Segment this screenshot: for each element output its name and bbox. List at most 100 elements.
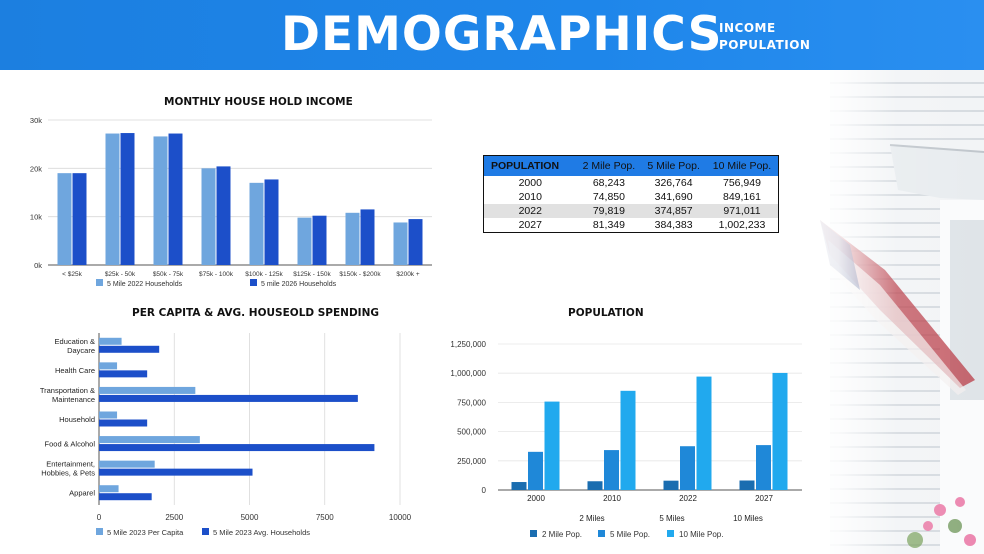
x-tick-label: 5000 <box>241 513 259 522</box>
income-chart-title: MONTHLY HOUSE HOLD INCOME <box>164 96 353 108</box>
x-tick-label: $25k - 50k <box>105 271 136 278</box>
income-bar <box>201 168 216 265</box>
population-bar <box>696 376 712 490</box>
spending-bar <box>99 444 375 452</box>
x-sublabel: 10 Miles <box>733 514 763 523</box>
table-header: 5 Mile Pop. <box>641 155 706 176</box>
table-header: 2 Mile Pop. <box>576 155 642 176</box>
table-cell: 2027 <box>518 219 542 231</box>
legend-label: 2 Mile Pop. <box>542 530 582 539</box>
y-category-label: Apparel <box>69 489 95 498</box>
y-tick-label: 20k <box>30 164 42 173</box>
subtitle-population: POPULATION <box>719 38 811 52</box>
x-tick-label: $150k - $200k <box>339 271 381 278</box>
income-bar <box>57 173 72 265</box>
population-chart-title: POPULATION <box>568 307 644 319</box>
population-chart: 0 250,000 500,000 750,000 1,000,000 1,250,000… <box>450 340 802 539</box>
table-cell: 971,011 <box>705 204 779 218</box>
x-tick-label: 2500 <box>165 513 183 522</box>
x-tick-label: 2022 <box>679 494 697 503</box>
spending-bar <box>99 485 119 493</box>
y-category-label: Household <box>59 415 95 424</box>
spending-chart-title: PER CAPITA & AVG. HOUSEOLD SPENDING <box>132 307 379 319</box>
table-row: 2027 81,349 384,383 1,002,233 <box>484 218 779 233</box>
spending-bar <box>99 436 200 444</box>
table-cell: 849,161 <box>723 191 761 203</box>
table-row: 2022 79,819 374,857 971,011 <box>483 204 779 218</box>
spending-bar <box>99 337 122 345</box>
legend-swatch <box>96 528 103 535</box>
table-cell: 2000 <box>518 177 542 189</box>
legend-swatch <box>598 530 605 537</box>
y-category-label: Daycare <box>67 346 95 355</box>
population-table: POPULATION 2 Mile Pop. 5 Mile Pop. 10 Mi… <box>483 155 779 233</box>
table-header: POPULATION <box>483 155 577 176</box>
population-bar <box>680 446 695 490</box>
x-tick-label: $75k - 100k <box>199 271 234 278</box>
population-bar <box>756 445 771 490</box>
x-tick-label: 0 <box>97 513 102 522</box>
y-tick-label: 500,000 <box>457 428 486 437</box>
y-category-label: Health Care <box>55 366 95 375</box>
income-bar <box>168 133 183 265</box>
page-title: DEMOGRAPHICS <box>281 7 723 62</box>
spending-bar <box>99 411 118 419</box>
population-bar <box>587 481 603 490</box>
spending-bar <box>99 468 253 476</box>
income-bar <box>105 133 120 265</box>
legend-label: 5 Mile 2022 Households <box>107 281 183 288</box>
table-header: 10 Mile Pop. <box>705 155 779 176</box>
y-tick-label: 10k <box>30 213 42 222</box>
legend-label: 5 Mile Pop. <box>610 530 650 539</box>
table-cell: 74,850 <box>592 191 625 203</box>
legend-label: 10 Mile Pop. <box>679 530 723 539</box>
population-bar <box>511 482 527 490</box>
y-category-label: Education & <box>55 337 95 346</box>
y-tick-label: 0 <box>482 486 487 495</box>
subtitle-income: INCOME <box>719 21 776 35</box>
income-bar <box>153 136 168 265</box>
legend-label: 5 Mile 2023 Avg. Households <box>213 528 310 537</box>
spending-bar <box>99 460 155 468</box>
income-bar <box>345 212 360 265</box>
income-bar <box>264 179 279 265</box>
income-bar <box>216 166 231 265</box>
population-bar <box>544 401 560 490</box>
y-tick-label: 1,250,000 <box>450 340 486 349</box>
spending-bar <box>99 386 196 394</box>
y-category-label: Maintenance <box>52 395 95 404</box>
photo-fade <box>790 70 984 554</box>
table-cell: 2022 <box>483 204 577 218</box>
y-tick-label: 30k <box>30 116 42 125</box>
y-tick-label: 0k <box>34 261 42 270</box>
legend-swatch <box>202 528 209 535</box>
legend-label: 5 Mile 2023 Per Capita <box>107 528 184 537</box>
x-tick-label: 7500 <box>316 513 334 522</box>
table-cell: 68,243 <box>592 177 625 189</box>
legend-label: 5 mile 2026 Households <box>261 281 337 288</box>
x-tick-label: 10000 <box>389 513 412 522</box>
table-cell: 326,764 <box>654 177 693 189</box>
legend-swatch <box>250 279 257 286</box>
income-bar <box>72 173 87 265</box>
spending-bar <box>99 493 152 501</box>
table-row: 2010 74,850 341,690 849,161 <box>484 190 779 204</box>
table-header-row: POPULATION 2 Mile Pop. 5 Mile Pop. 10 Mi… <box>483 155 779 176</box>
x-tick-label: $50k - 75k <box>153 271 184 278</box>
y-category-label: Food & Alcohol <box>45 440 96 449</box>
table-cell: 756,949 <box>723 177 761 189</box>
income-bar <box>297 217 312 265</box>
population-bar <box>663 480 679 490</box>
legend-swatch <box>96 279 103 286</box>
population-bar <box>604 450 619 490</box>
x-tick-label: $100k - 125k <box>245 271 283 278</box>
house-flag-photo <box>790 70 984 554</box>
table-row: 2000 68,243 326,764 756,949 <box>484 176 779 190</box>
x-tick-label: 2000 <box>527 494 545 503</box>
x-tick-label: $200k + <box>396 271 420 278</box>
income-bar <box>120 133 135 265</box>
population-bar <box>739 480 755 490</box>
table-cell: 341,690 <box>654 191 693 203</box>
income-bar <box>408 219 423 265</box>
spending-chart: 0 2500 5000 7500 10000 Education &Daycare Heal… <box>40 333 412 537</box>
